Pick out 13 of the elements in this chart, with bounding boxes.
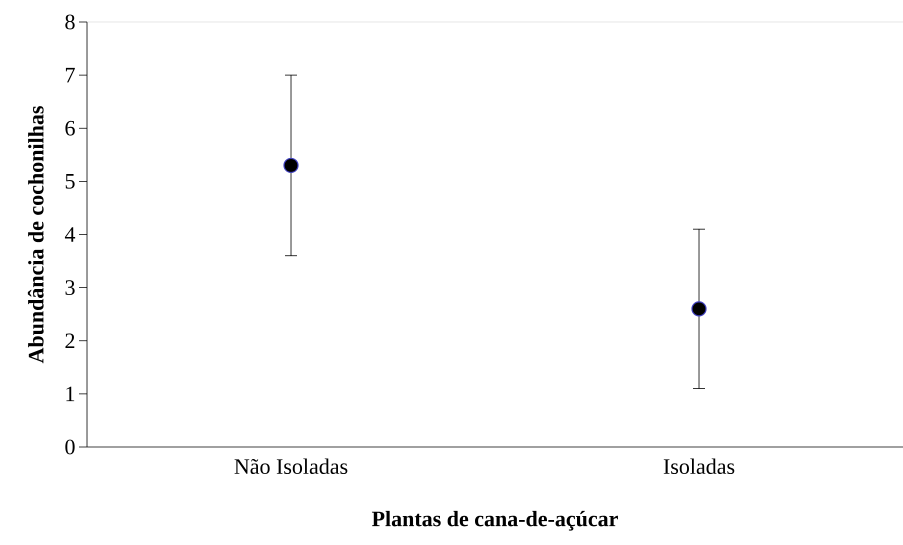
x-axis-title: Plantas de cana-de-açúcar xyxy=(372,510,618,531)
y-axis-title: Abundância de cochonilhas xyxy=(28,106,44,364)
y-tick-label: 0 xyxy=(65,440,75,454)
y-tick-label: 3 xyxy=(66,280,75,296)
x-tick-label: Não Isoladas xyxy=(234,458,348,474)
y-tick-label: 7 xyxy=(66,68,75,82)
x-tick-label: Isoladas xyxy=(664,458,734,474)
y-tick-label: 5 xyxy=(66,174,75,189)
y-tick-label: 4 xyxy=(64,227,76,242)
y-tick-label: 2 xyxy=(65,333,74,348)
y-tick-label: 8 xyxy=(65,14,75,30)
y-tick-label: 1 xyxy=(66,386,74,402)
y-tick-label: 6 xyxy=(65,120,75,136)
